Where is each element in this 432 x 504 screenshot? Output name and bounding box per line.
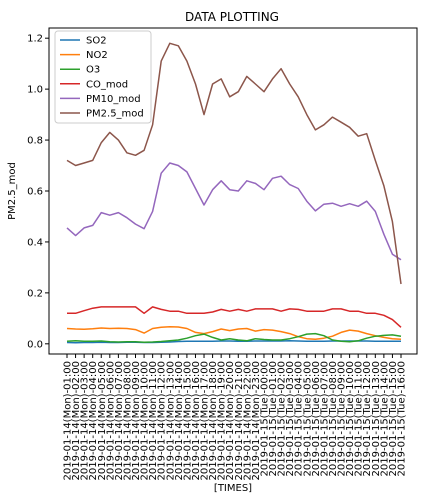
legend-label: CO_mod xyxy=(86,79,128,90)
y-tick-label: 1.0 xyxy=(27,85,43,96)
x-tick-label: 2019-01-14(Mon)-07:00 xyxy=(114,361,125,480)
y-tick-label: 0.2 xyxy=(27,288,43,299)
x-tick-label: 2019-01-14(Mon)-05:00 xyxy=(97,361,108,480)
series-line-pm2-5-mod xyxy=(66,42,402,285)
x-tick-label: 2019-01-14(Mon)-11:00 xyxy=(148,361,159,480)
x-tick-label: 2019-01-15(Tue)-00:00 xyxy=(259,361,270,476)
x-tick-label: 2019-01-14(Mon)-01:00 xyxy=(63,361,74,480)
x-axis: 2019-01-14(Mon)-01:002019-01-14(Mon)-02:… xyxy=(63,354,408,480)
x-tick-label: 2019-01-15(Tue)-12:00 xyxy=(362,361,373,476)
legend-label: PM10_mod xyxy=(86,94,141,105)
x-tick-label: 2019-01-14(Mon)-02:00 xyxy=(71,361,82,480)
series-line-no2 xyxy=(66,325,402,340)
x-tick-label: 2019-01-14(Mon)-20:00 xyxy=(225,361,236,480)
y-tick-label: 0.8 xyxy=(27,136,43,147)
y-tick-label: 1.2 xyxy=(27,34,43,45)
x-tick-label: 2019-01-15(Tue)-16:00 xyxy=(397,361,408,476)
legend-label: O3 xyxy=(86,65,100,76)
x-tick-label: 2019-01-14(Mon)-09:00 xyxy=(131,361,142,480)
series-line-co-mod xyxy=(67,306,402,328)
x-axis-title: [TIMES] xyxy=(214,483,252,494)
x-tick-label: 2019-01-14(Mon)-17:00 xyxy=(200,361,211,480)
x-tick-label: 2019-01-15(Tue)-10:00 xyxy=(345,361,356,476)
legend-label: NO2 xyxy=(86,50,108,61)
x-tick-label: 2019-01-14(Mon)-12:00 xyxy=(157,361,168,480)
x-tick-label: 2019-01-15(Tue)-07:00 xyxy=(319,361,330,476)
x-tick-label: 2019-01-14(Mon)-04:00 xyxy=(88,361,99,480)
x-tick-label: 2019-01-14(Mon)-13:00 xyxy=(165,361,176,480)
x-tick-label: 2019-01-15(Tue)-13:00 xyxy=(371,361,382,476)
legend: SO2 NO2 O3 CO_mod PM10_mod PM2.5_mod xyxy=(54,30,152,124)
x-tick-label: 2019-01-14(Mon)-14:00 xyxy=(174,361,185,480)
series-line-pm10-mod xyxy=(66,162,402,261)
x-tick-label: 2019-01-15(Tue)-06:00 xyxy=(311,361,322,476)
y-tick-label: 0.0 xyxy=(27,339,43,350)
legend-label: PM2.5_mod xyxy=(86,109,144,120)
x-tick-label: 2019-01-14(Mon)-06:00 xyxy=(105,361,116,480)
legend-label: SO2 xyxy=(86,36,107,47)
series-lines xyxy=(66,42,402,344)
series-line-o3 xyxy=(66,332,402,344)
x-tick-label: 2019-01-15(Tue)-04:00 xyxy=(294,361,305,476)
x-tick-label: 2019-01-15(Tue)-02:00 xyxy=(277,361,288,476)
x-tick-label: 2019-01-15(Tue)-08:00 xyxy=(328,361,339,476)
x-tick-label: 2019-01-15(Tue)-05:00 xyxy=(302,361,313,476)
x-tick-label: 2019-01-15(Tue)-11:00 xyxy=(354,361,365,476)
x-tick-label: 2019-01-14(Mon)-03:00 xyxy=(80,361,91,480)
x-tick-label: 2019-01-14(Mon)-10:00 xyxy=(140,361,151,480)
x-tick-label: 2019-01-14(Mon)-18:00 xyxy=(208,361,219,480)
x-tick-label: 2019-01-15(Tue)-14:00 xyxy=(379,361,390,476)
y-tick-label: 0.4 xyxy=(27,237,43,248)
x-tick-label: 2019-01-15(Tue)-03:00 xyxy=(285,361,296,476)
y-tick-label: 0.6 xyxy=(27,187,43,198)
y-axis: 0.0 0.2 0.4 0.6 0.8 1.0 1.2 xyxy=(27,34,49,350)
x-tick-label: 2019-01-15(Tue)-01:00 xyxy=(268,361,279,476)
x-tick-label: 2019-01-15(Tue)-09:00 xyxy=(337,361,348,476)
x-tick-label: 2019-01-14(Mon)-16:00 xyxy=(191,361,202,480)
x-tick-label: 2019-01-14(Mon)-19:00 xyxy=(217,361,228,480)
x-tick-label: 2019-01-14(Mon)-22:00 xyxy=(242,361,253,480)
x-tick-label: 2019-01-14(Mon)-23:00 xyxy=(251,361,262,480)
x-tick-label: 2019-01-14(Mon)-21:00 xyxy=(234,361,245,480)
x-tick-label: 2019-01-14(Mon)-08:00 xyxy=(122,361,133,480)
chart-title: DATA PLOTTING xyxy=(185,10,279,24)
x-tick-label: 2019-01-15(Tue)-15:00 xyxy=(388,361,399,476)
y-axis-title: PM2.5_mod xyxy=(7,162,18,220)
x-tick-label: 2019-01-14(Mon)-15:00 xyxy=(182,361,193,480)
